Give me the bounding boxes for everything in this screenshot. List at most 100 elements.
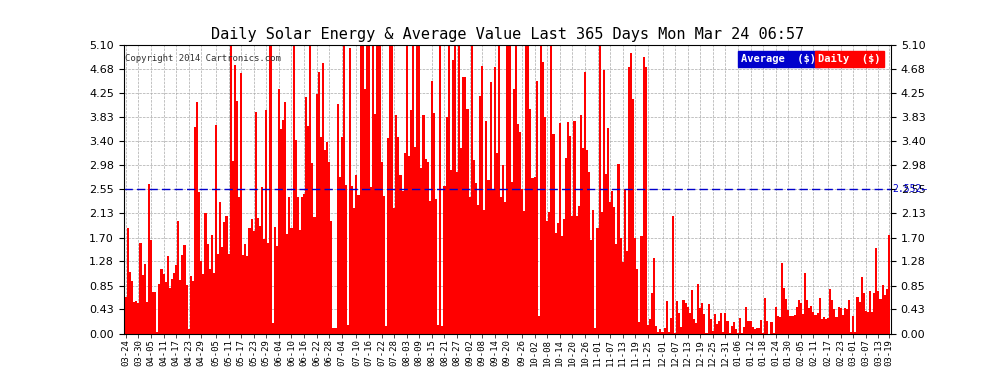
Bar <box>695 323 697 334</box>
Bar <box>630 53 632 334</box>
Bar <box>412 46 414 334</box>
Bar <box>764 298 766 334</box>
Bar <box>845 309 848 334</box>
Bar <box>144 264 146 334</box>
Bar <box>156 332 158 334</box>
Bar <box>777 316 779 334</box>
Bar <box>766 321 768 334</box>
Bar <box>228 255 230 334</box>
Bar <box>320 137 322 334</box>
Bar <box>620 238 622 334</box>
Bar <box>393 208 395 334</box>
Bar <box>419 45 421 334</box>
Bar <box>565 158 567 334</box>
Bar <box>693 319 695 334</box>
Bar <box>530 109 532 334</box>
Bar <box>481 66 483 334</box>
Bar <box>554 232 556 334</box>
Bar <box>575 216 577 334</box>
Text: Daily  ($): Daily ($) <box>818 54 881 64</box>
Bar <box>521 189 523 334</box>
Bar <box>247 256 248 334</box>
Bar <box>211 235 213 334</box>
Bar <box>226 216 228 334</box>
Bar <box>783 288 785 334</box>
Bar <box>519 132 521 334</box>
Bar <box>232 161 234 334</box>
Bar <box>456 172 458 334</box>
Bar <box>511 182 513 334</box>
Bar <box>873 293 875 334</box>
Bar <box>349 48 351 334</box>
Bar <box>438 325 440 334</box>
Bar <box>577 206 580 334</box>
Bar <box>560 236 563 334</box>
Bar <box>753 329 755 334</box>
Bar <box>862 293 865 334</box>
Bar <box>832 300 834 334</box>
Bar <box>745 307 747 334</box>
Bar <box>316 93 318 334</box>
Bar <box>359 45 361 334</box>
Bar <box>611 190 613 334</box>
Bar <box>663 328 665 334</box>
Bar <box>651 292 653 334</box>
Bar <box>248 228 250 334</box>
Bar <box>292 45 295 334</box>
Bar <box>676 301 678 334</box>
Bar <box>714 314 716 334</box>
Bar <box>380 162 383 334</box>
Bar <box>655 326 657 334</box>
Title: Daily Solar Energy & Average Value Last 365 Days Mon Mar 24 06:57: Daily Solar Energy & Average Value Last … <box>211 27 804 42</box>
Bar <box>215 124 217 334</box>
Bar <box>747 321 749 334</box>
Bar <box>339 177 341 334</box>
Bar <box>269 45 271 334</box>
Bar <box>148 184 149 334</box>
Bar <box>312 163 314 334</box>
Bar <box>209 269 211 334</box>
Bar <box>513 89 515 334</box>
Bar <box>830 289 832 334</box>
Bar <box>680 327 682 334</box>
Bar <box>708 304 710 334</box>
Bar <box>742 333 743 334</box>
Bar <box>594 328 596 334</box>
Bar <box>590 240 592 334</box>
Bar <box>865 310 867 334</box>
Bar <box>146 302 148 334</box>
Bar <box>408 156 410 334</box>
Bar <box>280 129 282 334</box>
Bar <box>813 312 815 334</box>
Bar <box>290 228 292 334</box>
Bar <box>648 318 651 334</box>
Bar <box>789 316 791 334</box>
Bar <box>385 326 387 334</box>
Bar <box>558 123 560 334</box>
Bar <box>781 263 783 334</box>
Bar <box>309 45 312 334</box>
Bar <box>727 321 729 334</box>
Bar <box>643 57 644 334</box>
Bar <box>183 245 185 334</box>
Bar <box>523 211 525 334</box>
Bar <box>370 187 372 334</box>
Bar <box>276 246 278 334</box>
Bar <box>552 134 554 334</box>
Bar <box>194 128 196 334</box>
Bar <box>454 45 456 334</box>
Bar <box>372 45 374 334</box>
Bar <box>149 240 152 334</box>
Bar <box>800 303 802 334</box>
Bar <box>808 308 810 334</box>
Bar <box>716 324 718 334</box>
Bar <box>834 309 836 334</box>
Bar <box>284 102 286 334</box>
Bar <box>278 89 280 334</box>
Bar <box>881 285 884 334</box>
Bar <box>502 165 504 334</box>
Bar <box>389 45 391 334</box>
Bar <box>504 202 506 334</box>
Bar <box>221 247 224 334</box>
Bar <box>492 189 494 334</box>
